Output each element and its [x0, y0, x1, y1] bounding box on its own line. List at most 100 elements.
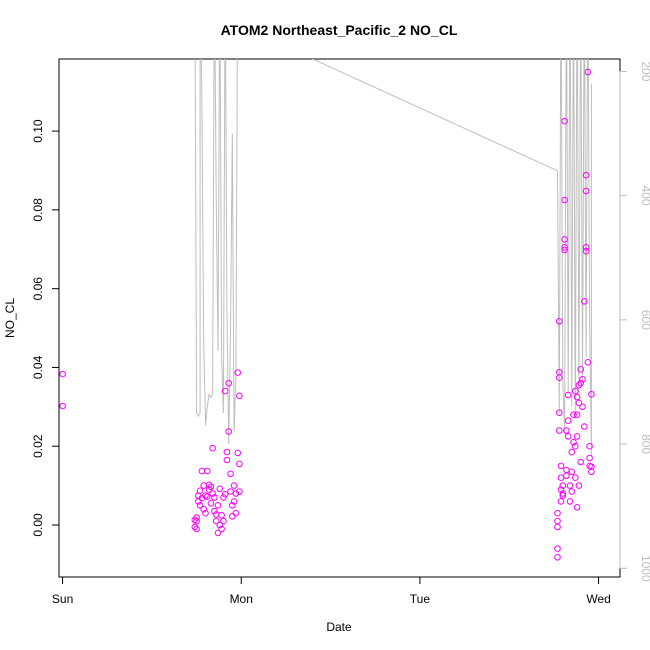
data-point [584, 359, 592, 366]
data-point [193, 525, 200, 533]
data-point [582, 171, 590, 179]
y-tick-label: 0.08 [31, 198, 45, 222]
data-point [196, 502, 204, 509]
data-point [211, 494, 218, 501]
plot-area [58, 58, 621, 578]
data-point [566, 482, 574, 489]
data-point [573, 411, 581, 419]
y2-axis: 200 400 600 800 1000 [619, 61, 650, 582]
data-point [588, 390, 595, 398]
points-layer [59, 68, 595, 561]
data-point [564, 417, 572, 424]
data-point [554, 517, 561, 525]
data-point [230, 498, 238, 505]
data-point [225, 428, 232, 435]
data-point [218, 511, 225, 519]
data-point [584, 68, 592, 76]
data-point [572, 474, 579, 482]
data-point [568, 448, 576, 456]
data-point [561, 246, 568, 254]
data-point [577, 379, 585, 387]
data-point [582, 244, 590, 251]
data-point [561, 117, 568, 125]
data-point [232, 509, 240, 517]
x-tick-label: Tue [410, 592, 431, 606]
data-point [556, 427, 563, 434]
data-point [227, 470, 234, 478]
data-point [220, 517, 227, 525]
data-point [229, 513, 236, 520]
data-point [586, 442, 593, 450]
x-axis: Sun Mon Tue Wed [52, 576, 611, 606]
data-point [563, 472, 570, 480]
data-point [191, 523, 199, 531]
data-point [557, 498, 565, 505]
data-point [216, 485, 224, 493]
data-point [575, 381, 583, 389]
data-point [582, 247, 590, 255]
data-point [204, 493, 211, 500]
data-point [557, 474, 565, 482]
data-point [579, 403, 586, 411]
data-point [223, 448, 231, 456]
data-point [577, 458, 585, 466]
data-point [561, 236, 568, 243]
data-point [572, 442, 579, 450]
data-point [556, 318, 563, 325]
y-axis: 0.00 0.02 0.04 0.06 0.08 0.10 [31, 119, 60, 537]
data-point [556, 409, 563, 417]
data-point [234, 449, 241, 457]
data-point [573, 393, 581, 401]
data-point [561, 244, 568, 251]
data-point [230, 482, 238, 489]
data-point [575, 399, 583, 407]
data-point [554, 554, 561, 561]
data-point [582, 187, 590, 195]
data-point [577, 366, 585, 373]
y-tick-label: 0.04 [31, 355, 45, 379]
data-point [200, 482, 207, 489]
data-point [209, 490, 216, 497]
data-point [586, 454, 593, 462]
data-point [554, 523, 561, 531]
data-point [588, 463, 595, 471]
y-tick-label: 0.00 [31, 513, 45, 537]
x-tick-label: Sun [52, 592, 73, 606]
data-point [581, 298, 588, 305]
data-point [214, 529, 222, 537]
data-point [588, 468, 595, 476]
data-point [193, 517, 200, 525]
y2-tick-label: 600 [639, 310, 650, 330]
data-point [572, 387, 579, 395]
data-point [196, 487, 204, 495]
data-point [225, 379, 232, 387]
data-point [227, 488, 234, 495]
data-point [566, 498, 574, 505]
data-point [564, 391, 572, 399]
data-point [557, 486, 565, 493]
data-point [59, 402, 66, 410]
data-point [559, 482, 567, 489]
data-point [207, 500, 215, 507]
data-point [563, 466, 570, 474]
data-point [218, 525, 225, 533]
data-point [557, 462, 565, 470]
y2-tick-label: 1000 [639, 555, 650, 582]
data-point [556, 374, 563, 382]
data-point [204, 467, 211, 475]
data-point [579, 376, 586, 383]
data-point [200, 505, 207, 513]
profile-layer [194, 59, 592, 457]
data-point [563, 427, 570, 434]
y-axis-label: NO_CL [3, 298, 17, 338]
data-point [575, 482, 583, 489]
data-point [554, 509, 561, 517]
y2-tick-label: 200 [639, 61, 650, 81]
data-point [559, 492, 567, 499]
data-point [581, 423, 588, 430]
data-point [570, 411, 577, 419]
data-point [236, 460, 243, 468]
y2-tick-label: 800 [639, 434, 650, 454]
data-point [216, 521, 224, 529]
